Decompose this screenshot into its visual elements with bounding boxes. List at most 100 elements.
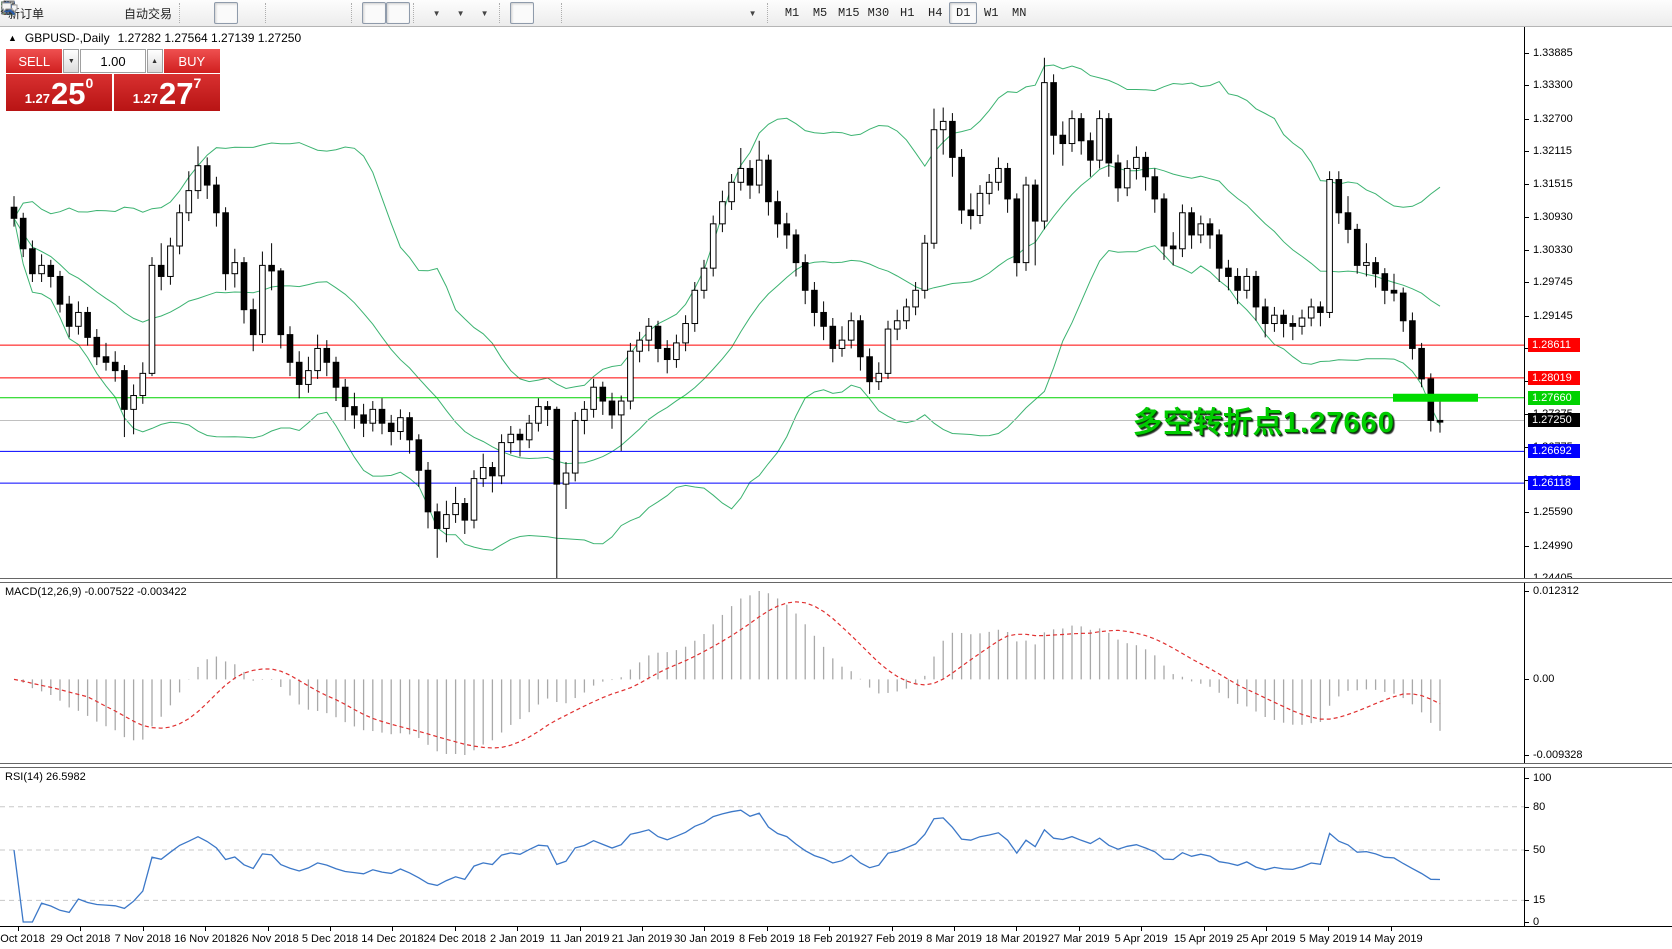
templates-button[interactable]: ▼ xyxy=(1,1,496,24)
sell-price-display[interactable]: 1.27 25 0 xyxy=(6,74,112,111)
macd-signal-line xyxy=(13,601,1441,749)
price-line-badge[interactable]: 1.27660 xyxy=(1528,390,1580,405)
price-line-badge[interactable]: 1.28611 xyxy=(1528,338,1580,353)
candle-bull xyxy=(185,190,193,214)
sell-price-prefix: 1.27 xyxy=(24,91,51,106)
candle-bear xyxy=(1418,347,1425,380)
candle-bear xyxy=(544,406,551,410)
community-button[interactable] xyxy=(1,1,96,24)
signals-button[interactable] xyxy=(1,1,120,24)
price-tick-label: 1.33885 xyxy=(1533,47,1573,59)
chart-title: ▲ GBPUSD-,Daily 1.27282 1.27564 1.27139 … xyxy=(8,31,301,45)
dropdown-arrow-icon: ▼ xyxy=(456,8,465,18)
timeframe-button-w1[interactable]: W1 xyxy=(984,6,999,20)
crosshair-button[interactable] xyxy=(1,1,558,24)
buy-price-sup: 7 xyxy=(193,75,202,91)
toolbar-separator xyxy=(413,3,420,23)
price-chart-pane[interactable]: ▲ GBPUSD-,Daily 1.27282 1.27564 1.27139 … xyxy=(0,27,1672,584)
price-line-badge[interactable]: 1.27250 xyxy=(1528,413,1580,428)
trade-panel-collapse-icon[interactable]: ▲ xyxy=(8,33,17,43)
search-button[interactable] xyxy=(1,1,1644,24)
text-button[interactable]: A xyxy=(4,1,716,24)
pane-separator[interactable] xyxy=(0,578,1672,583)
candlestick-chart-button[interactable] xyxy=(2,1,239,24)
candle-bull xyxy=(912,289,919,308)
volume-input[interactable]: 1.00 xyxy=(80,49,146,73)
price-line-badge[interactable]: 1.26692 xyxy=(1528,444,1580,459)
axis-tick xyxy=(1525,679,1529,681)
zoom-out-button[interactable] xyxy=(1,1,324,24)
fibonacci-button[interactable]: F xyxy=(2,2,692,24)
axis-tick xyxy=(1525,184,1529,186)
candle-bear xyxy=(792,234,800,264)
line-chart-button[interactable] xyxy=(0,2,262,24)
candle-bear xyxy=(56,275,64,305)
rsi-tick-label: 0 xyxy=(1533,916,1540,928)
rsi-pane[interactable]: RSI(14) 26.5982 100 80 50 15 0 xyxy=(0,768,1672,928)
trendline-button[interactable] xyxy=(1,2,644,24)
price-axis[interactable]: 1.33885 1.33300 1.32700 1.32115 1.31515 1.309… xyxy=(1524,27,1672,584)
timeframe-button-h1[interactable]: H1 xyxy=(900,6,915,20)
candle-bear xyxy=(213,184,220,214)
candle-bear xyxy=(93,336,101,358)
equidistant-channel-button[interactable]: E xyxy=(0,1,668,24)
axis-tick xyxy=(1525,315,1529,317)
vertical-line-button[interactable] xyxy=(7,1,596,24)
chart-annotation-text[interactable]: 多空转折点1.27660 xyxy=(1133,407,1395,439)
candle-bear xyxy=(424,469,432,513)
sell-button[interactable]: SELL xyxy=(6,49,63,73)
date-tick-label: 29 Oct 2018 xyxy=(50,933,111,945)
volume-increase-button[interactable]: ▲ xyxy=(146,49,163,73)
macd-canvas[interactable] xyxy=(0,583,1524,763)
bar-chart-button[interactable] xyxy=(2,2,214,24)
buy-button[interactable]: BUY xyxy=(163,49,220,73)
candle-bear xyxy=(811,289,818,313)
timeframe-button-m15[interactable]: M15 xyxy=(838,6,860,20)
price-line-badge[interactable]: 1.26118 xyxy=(1528,476,1580,491)
candle-bull xyxy=(728,181,735,203)
tile-windows-button[interactable] xyxy=(1,1,348,24)
macd-pane[interactable]: MACD(12,26,9) -0.007522 -0.003422 0.0123… xyxy=(0,583,1672,763)
price-line-badge[interactable]: 1.28019 xyxy=(1528,370,1580,385)
horizontal-line-button[interactable] xyxy=(1,2,620,24)
axis-tick xyxy=(1525,922,1529,923)
timeframe-button-d1[interactable]: D1 xyxy=(949,2,978,24)
price-tick-label: 1.30330 xyxy=(1533,243,1573,256)
axis-tick xyxy=(1525,282,1529,284)
arrows-button[interactable]: ▼ xyxy=(2,2,764,24)
timeframe-button-m5[interactable]: M5 xyxy=(812,6,828,20)
pane-separator[interactable] xyxy=(0,763,1672,768)
candle-bear xyxy=(461,503,469,521)
periods-button[interactable]: ▼ xyxy=(1,1,472,24)
auto-trading-button[interactable]: 自动交易 xyxy=(1,1,176,24)
styles-button[interactable] xyxy=(1,2,72,24)
axis-tick xyxy=(1525,545,1529,547)
timeframe-button-h4[interactable]: H4 xyxy=(928,6,943,20)
rsi-canvas[interactable] xyxy=(0,768,1524,926)
axis-tick xyxy=(1525,850,1529,851)
date-tick-label: 27 Feb 2019 xyxy=(860,933,923,945)
buy-price-prefix: 1.27 xyxy=(132,91,159,106)
timeframe-button-m1[interactable]: M1 xyxy=(784,6,800,20)
toolbar: 新订单 自动交易 xyxy=(0,0,1672,27)
timeframe-button-mn[interactable]: MN xyxy=(1012,6,1027,20)
auto-scroll-button[interactable] xyxy=(1,2,387,24)
candle-bear xyxy=(1031,184,1039,222)
candle-bear xyxy=(1004,167,1011,200)
date-axis-tick xyxy=(392,927,394,931)
indicators-button[interactable]: ▼ xyxy=(1,1,448,24)
chart-shift-button[interactable] xyxy=(1,2,411,24)
timeframe-button-m30[interactable]: M30 xyxy=(867,6,890,20)
text-label-button[interactable]: T xyxy=(1,2,740,24)
buy-price-display[interactable]: 1.27 27 7 xyxy=(114,74,220,111)
price-chart-canvas[interactable] xyxy=(0,27,1524,578)
chat-button[interactable] xyxy=(1,2,1668,24)
macd-axis[interactable]: 0.012312 0.00 -0.009328 xyxy=(1524,583,1672,763)
zoom-in-button[interactable] xyxy=(1,1,300,24)
cursor-button[interactable] xyxy=(4,0,535,24)
date-tick-label: 5 Apr 2019 xyxy=(1114,933,1168,945)
date-tick-label: 25 Apr 2019 xyxy=(1236,933,1296,945)
volume-decrease-button[interactable]: ▼ xyxy=(63,49,80,73)
rsi-axis[interactable]: 100 80 50 15 0 xyxy=(1524,768,1672,928)
